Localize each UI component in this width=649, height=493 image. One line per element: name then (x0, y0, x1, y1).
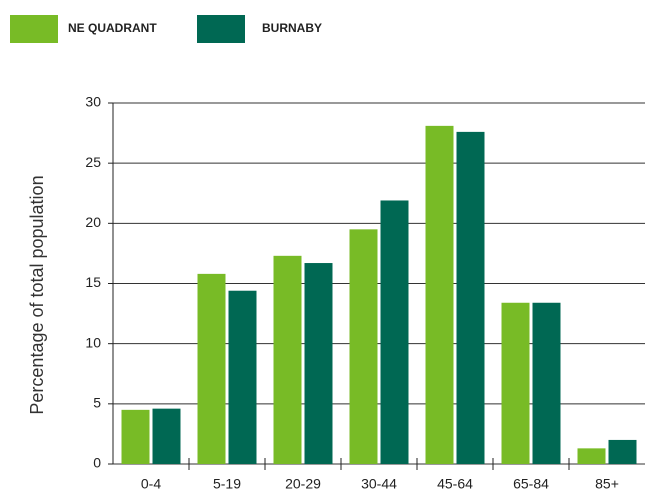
x-tick-label: 85+ (595, 476, 619, 492)
x-tick-label: 20-29 (285, 476, 321, 492)
bar (577, 448, 606, 464)
legend-swatch (10, 15, 58, 43)
y-tick-label: 30 (85, 94, 101, 110)
y-tick-label: 5 (93, 395, 101, 411)
bar (608, 439, 637, 464)
legend-label: BURNABY (262, 21, 322, 35)
y-tick-label: 20 (85, 214, 101, 230)
bar (273, 255, 302, 464)
bar (121, 409, 150, 464)
y-tick-label: 15 (85, 274, 101, 290)
bar (349, 229, 378, 464)
bar (501, 302, 530, 464)
legend-label: NE QUADRANT (68, 21, 157, 35)
bar (456, 131, 485, 464)
legend-swatch (197, 15, 245, 43)
x-tick-label: 30-44 (361, 476, 397, 492)
bar (228, 290, 257, 464)
bar (197, 273, 226, 464)
x-tick-label: 0-4 (141, 476, 161, 492)
y-tick-label: 0 (93, 455, 101, 471)
y-axis-title: Percentage of total population (27, 175, 47, 414)
bar (152, 408, 181, 464)
bar (304, 263, 333, 464)
x-tick-label: 65-84 (513, 476, 549, 492)
y-tick-label: 25 (85, 154, 101, 170)
x-tick-label: 45-64 (437, 476, 473, 492)
bar (380, 200, 409, 464)
bar (532, 302, 561, 464)
x-tick-label: 5-19 (213, 476, 241, 492)
y-tick-label: 10 (85, 334, 101, 350)
bar (425, 125, 454, 464)
